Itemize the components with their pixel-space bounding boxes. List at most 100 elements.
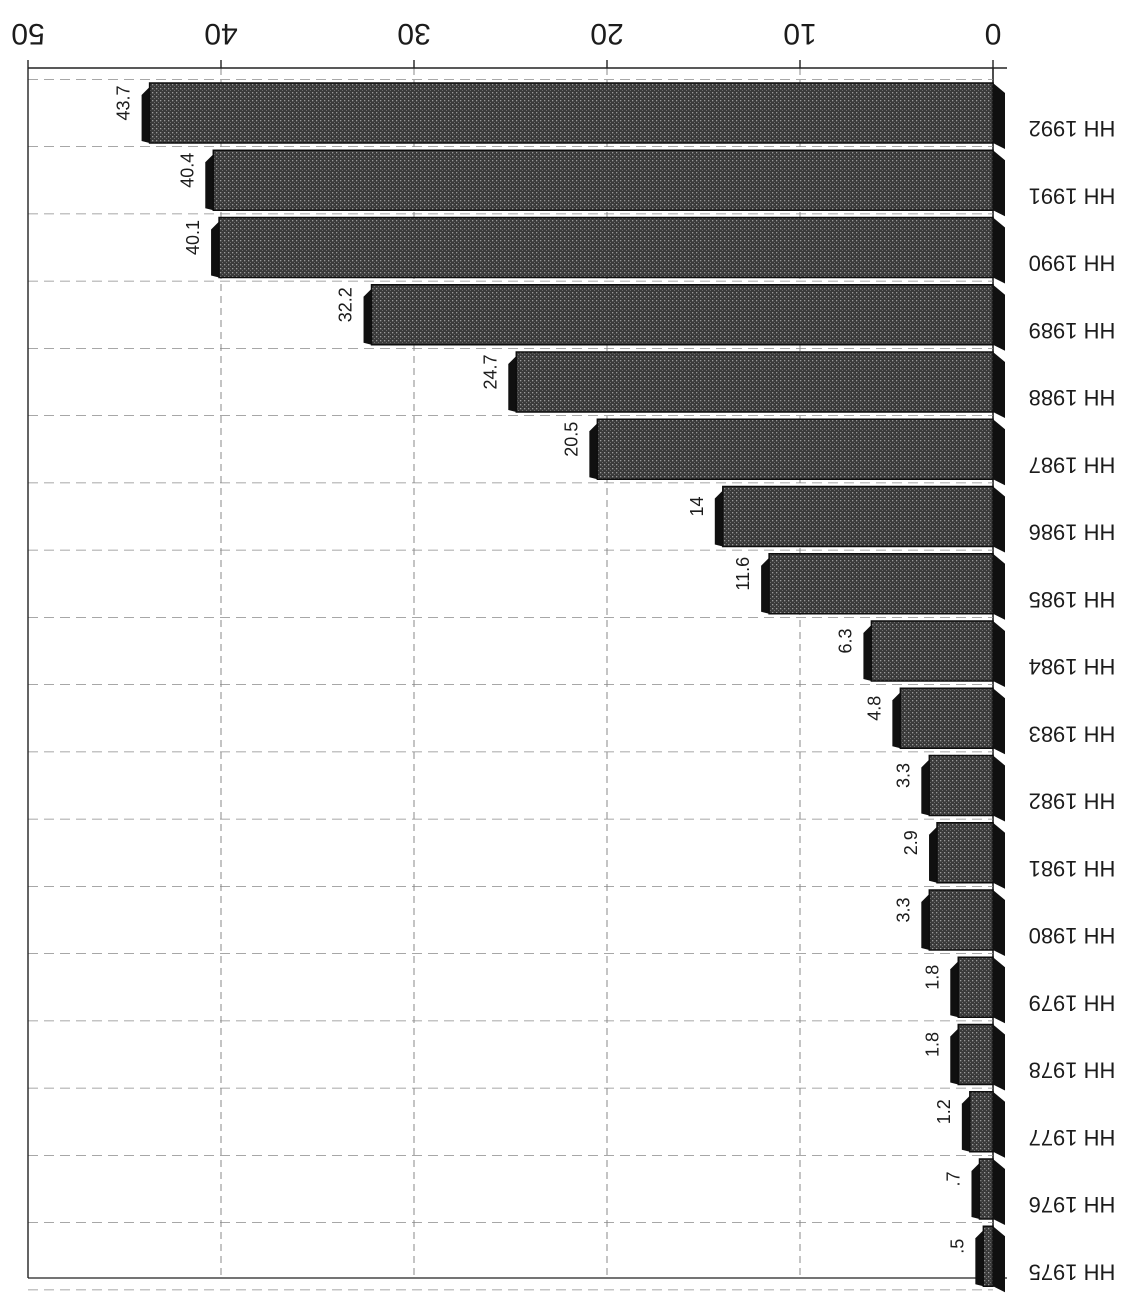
bar-hh-1981 — [936, 822, 994, 884]
bar-shadow — [921, 759, 930, 816]
bar-shadow — [363, 288, 372, 345]
bar-end-bevel — [993, 1024, 1005, 1091]
bar-end-bevel — [993, 621, 1005, 687]
data-label: 1.8 — [922, 1032, 942, 1057]
bar-end-bevel — [993, 822, 1005, 889]
bars — [141, 82, 1005, 1293]
category-label: HH 1989 — [1029, 318, 1116, 343]
category-label: HH 1980 — [1029, 923, 1116, 948]
data-label: .5 — [947, 1239, 967, 1254]
bar-shadow — [761, 557, 770, 614]
category-label: HH 1977 — [1029, 1125, 1116, 1150]
category-label: HH 1990 — [1029, 251, 1116, 276]
data-label: 20.5 — [561, 422, 581, 457]
bar-shadow — [211, 221, 220, 278]
tick-label-10: 10 — [783, 17, 816, 50]
value-axis: 0 10 20 30 40 50 — [11, 17, 1007, 1279]
bar-hh-1984 — [870, 620, 994, 682]
bar-end-bevel — [993, 553, 1005, 620]
category-labels: HH 1992 HH 1991 HH 1990 HH 1989 HH 1988 HH 19… — [1029, 116, 1116, 1284]
data-label: 2.9 — [901, 830, 921, 855]
category-label: HH 1979 — [1029, 990, 1116, 1015]
bar-hh-1983 — [899, 687, 994, 749]
bar-shadow — [508, 356, 517, 412]
bar-shadow — [975, 1230, 984, 1287]
bar-end-bevel — [993, 419, 1005, 486]
category-label: HH 1978 — [1029, 1058, 1116, 1083]
data-label: 14 — [687, 496, 707, 516]
data-labels: 43.7 40.4 40.1 32.2 24.7 20.5 14 11.6 6.3 4.8 3.3 2… — [114, 85, 968, 1253]
tick-label-20: 20 — [590, 17, 623, 50]
data-label: 24.7 — [480, 354, 500, 389]
bar-hh-1992 — [148, 82, 994, 144]
data-label: 40.1 — [183, 220, 203, 255]
data-label: 11.6 — [733, 557, 753, 591]
bar-end-bevel — [993, 1159, 1005, 1225]
category-label: HH 1992 — [1029, 116, 1116, 141]
bar-shadow — [714, 490, 723, 547]
bar-shadow — [921, 894, 930, 950]
data-label: 1.8 — [922, 965, 942, 990]
category-label: HH 1975 — [1029, 1259, 1116, 1284]
grid-lines — [27, 68, 994, 1291]
category-label: HH 1982 — [1029, 789, 1116, 814]
bar-hh-1979 — [957, 956, 994, 1018]
category-label: HH 1976 — [1029, 1192, 1116, 1217]
bar-end-bevel — [993, 688, 1005, 755]
bar-end-bevel — [993, 83, 1005, 149]
bar-hh-1988 — [515, 351, 994, 413]
bar-hh-1990 — [218, 216, 994, 279]
bar-end-bevel — [993, 890, 1005, 956]
category-label: HH 1988 — [1029, 385, 1116, 410]
bar-shadow — [141, 87, 150, 143]
data-label: 43.7 — [114, 85, 134, 120]
bar-shadow — [950, 1028, 959, 1085]
tick-label-30: 30 — [397, 17, 430, 50]
bar-shadow — [589, 423, 598, 480]
tick-label-0: 0 — [985, 17, 1002, 50]
bar-end-bevel — [993, 755, 1005, 822]
bar-hh-1985 — [768, 553, 994, 615]
bar-shadow — [950, 961, 959, 1018]
tick-label-40: 40 — [204, 17, 237, 50]
bar-hh-1986 — [722, 485, 994, 548]
data-label: 3.3 — [893, 763, 913, 788]
category-label: HH 1985 — [1029, 587, 1116, 612]
bar-hh-1991 — [212, 149, 994, 211]
bar-shadow — [929, 826, 938, 883]
category-label: HH 1987 — [1029, 452, 1116, 477]
bar-end-bevel — [993, 1226, 1005, 1293]
data-label: 1.2 — [934, 1099, 954, 1124]
bar-end-bevel — [993, 150, 1005, 217]
bar-hh-1976 — [978, 1158, 994, 1220]
bar-shadow — [961, 1095, 970, 1152]
bar-end-bevel — [993, 1091, 1005, 1158]
bar-end-bevel — [993, 352, 1005, 418]
tick-label-50: 50 — [11, 17, 44, 50]
bar-hh-1982 — [928, 754, 994, 817]
bar-end-bevel — [993, 217, 1005, 284]
bar-shadow — [863, 625, 872, 681]
data-label: 40.4 — [177, 153, 197, 188]
category-label: HH 1986 — [1029, 520, 1116, 545]
bar-shadow — [971, 1163, 980, 1219]
data-label: 3.3 — [893, 897, 913, 922]
bar-end-bevel — [993, 486, 1005, 553]
data-label: 32.2 — [336, 287, 356, 322]
category-label: HH 1984 — [1029, 654, 1116, 679]
bar-hh-1987 — [596, 418, 994, 480]
data-label: .7 — [943, 1171, 963, 1186]
bar-hh-1989 — [370, 284, 994, 346]
category-label: HH 1981 — [1029, 856, 1116, 881]
bar-hh-1978 — [957, 1023, 994, 1086]
bar-end-bevel — [993, 284, 1005, 351]
category-label: HH 1991 — [1029, 183, 1116, 208]
bar-hh-1980 — [928, 889, 994, 951]
bar-shadow — [205, 154, 214, 211]
bar-shadow — [892, 692, 901, 749]
data-label: 4.8 — [864, 696, 884, 721]
category-label: HH 1983 — [1029, 721, 1116, 746]
bar-hh-1975 — [982, 1225, 994, 1287]
